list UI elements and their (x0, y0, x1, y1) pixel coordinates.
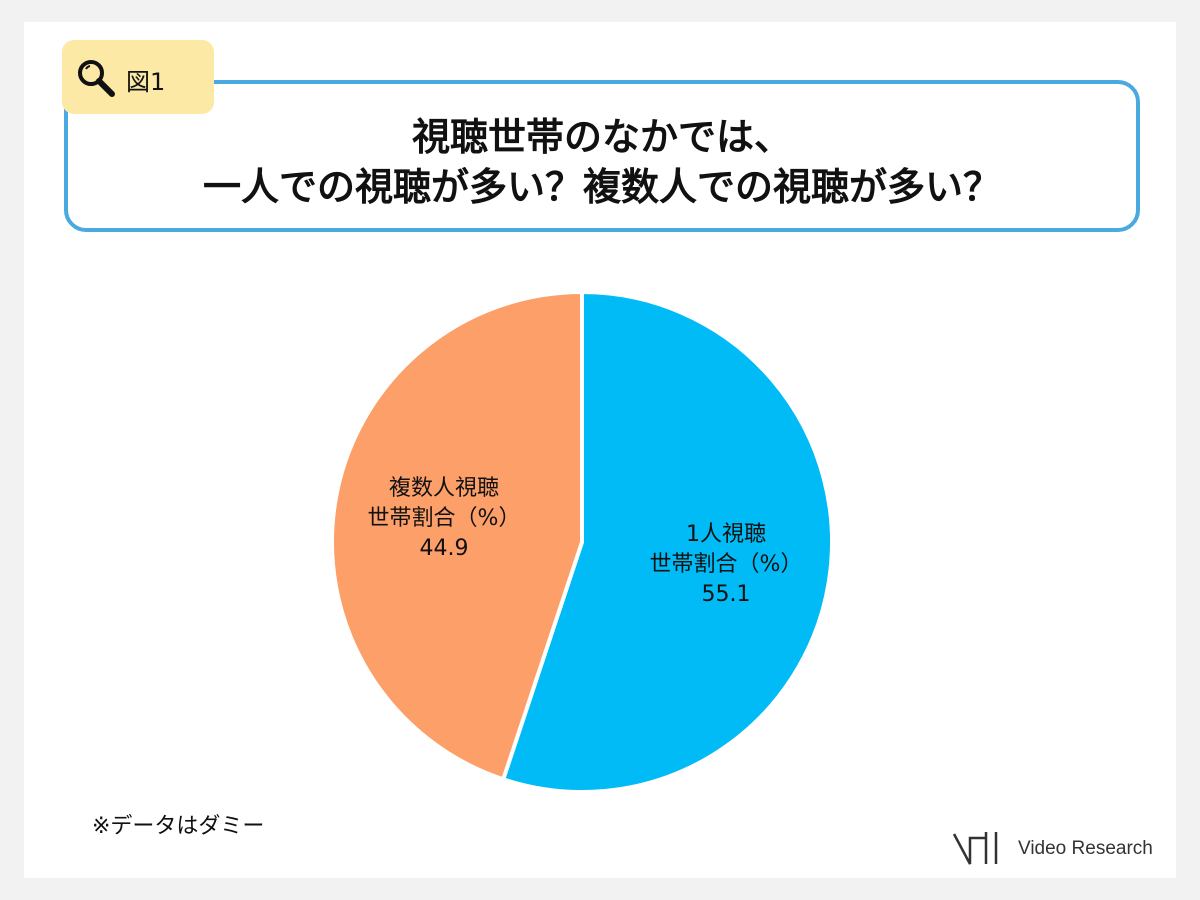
video-research-logo: Video Research (948, 826, 1168, 870)
logo-text: Video Research (1018, 838, 1153, 859)
title-line-2: 一人での視聴が多い？複数人での視聴が多い？ (202, 165, 1001, 209)
slice-label-multi-line1: 複数人視聴 (388, 476, 499, 501)
chart-title: 視聴世帯のなかでは、 一人での視聴が多い？複数人での視聴が多い？ (64, 112, 1140, 212)
slice-value-multi: 44.9 (419, 536, 469, 561)
slice-label-single: 1人視聴 世帯割合（%） 55.1 (616, 520, 836, 610)
slice-label-single-line2: 世帯割合（%） (649, 552, 803, 577)
title-line-1: 視聴世帯のなかでは、 (411, 115, 792, 159)
logo-mark-icon (952, 832, 998, 865)
slice-value-single: 55.1 (701, 582, 751, 607)
slice-label-single-line1: 1人視聴 (686, 522, 766, 547)
figure-tag-label: 図1 (126, 68, 166, 96)
pie-slice-multi (330, 289, 584, 782)
slice-label-multi-line2: 世帯割合（%） (367, 506, 521, 531)
slice-label-multi: 複数人視聴 世帯割合（%） 44.9 (334, 474, 554, 564)
title-frame (64, 80, 1140, 232)
magnifier-icon (78, 60, 115, 97)
pie-slice-single (500, 289, 834, 794)
dummy-data-note: ※データはダミー (92, 814, 265, 839)
figure-tag: 図1 (62, 40, 214, 114)
